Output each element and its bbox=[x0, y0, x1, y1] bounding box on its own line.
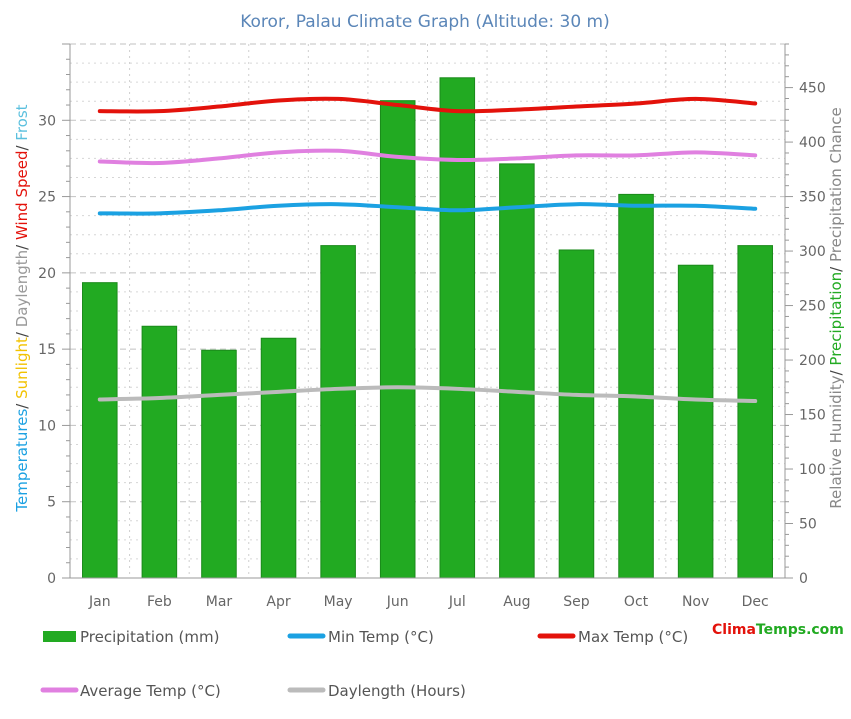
axis-label-part: Wind Speed bbox=[13, 151, 31, 241]
precipitation-bar-nov bbox=[677, 264, 714, 579]
legend-item-min-temp: Min Temp (°C) bbox=[287, 628, 434, 646]
max-temp-line bbox=[97, 96, 758, 114]
right-tick-label: 250 bbox=[799, 299, 826, 315]
x-tick-label-may: May bbox=[324, 594, 353, 610]
axis-label-part: Daylength bbox=[13, 250, 31, 327]
x-tick-label-jun: Jun bbox=[386, 594, 409, 610]
axis-label-part: Precipitation Chance bbox=[827, 107, 845, 262]
legend-item-avg-temp: Average Temp (°C) bbox=[40, 682, 221, 700]
axis-label-part: / bbox=[827, 366, 845, 376]
right-tick-label: 200 bbox=[799, 353, 826, 369]
axis-label-part: Frost bbox=[13, 104, 31, 140]
series-lines bbox=[97, 96, 758, 404]
axis-label-part: / bbox=[827, 262, 845, 272]
left-tick-label: 20 bbox=[38, 266, 56, 282]
axes bbox=[62, 43, 793, 579]
axis-label-part: / bbox=[13, 399, 31, 409]
brand-part-1: Clima bbox=[712, 622, 756, 638]
legend-label-avg-temp: Average Temp (°C) bbox=[80, 682, 221, 700]
precipitation-bar-dec bbox=[737, 245, 773, 579]
precipitation-bar-jul bbox=[439, 77, 476, 579]
x-tick-label-nov: Nov bbox=[682, 594, 709, 610]
precipitation-bar-may bbox=[320, 245, 356, 579]
precipitation-bar-aug bbox=[499, 163, 535, 579]
right-tick-label: 450 bbox=[799, 81, 826, 97]
left-tick-label: 30 bbox=[38, 113, 56, 129]
brand-part-3: .com bbox=[806, 622, 844, 638]
legend-swatch-precipitation bbox=[43, 631, 76, 642]
right-tick-label: 150 bbox=[799, 408, 826, 424]
right-tick-label: 0 bbox=[799, 571, 808, 587]
left-axis-label: Temperatures/ Sunlight/ Daylength/ Wind … bbox=[13, 104, 31, 512]
axis-label-part: / bbox=[13, 141, 31, 151]
precipitation-bar-feb bbox=[141, 325, 178, 579]
left-tick-label: 0 bbox=[47, 571, 56, 587]
precipitation-bar-sep bbox=[558, 249, 595, 579]
axis-label-part: / bbox=[13, 240, 31, 250]
x-tick-label-mar: Mar bbox=[206, 594, 233, 610]
precipitation-bar-mar bbox=[201, 349, 237, 579]
x-tick-label-feb: Feb bbox=[147, 594, 172, 610]
axis-label-part: Sunlight bbox=[13, 337, 31, 399]
precipitation-bars bbox=[82, 77, 773, 579]
x-tick-label-oct: Oct bbox=[624, 594, 649, 610]
x-tick-label-sep: Sep bbox=[563, 594, 590, 610]
brand-part-2: Temps bbox=[756, 622, 806, 638]
precipitation-bar-jan bbox=[82, 282, 118, 579]
legend-item-daylength: Daylength (Hours) bbox=[287, 682, 466, 700]
brand-logo[interactable]: ClimaTemps.com bbox=[712, 622, 844, 638]
legend-item-max-temp: Max Temp (°C) bbox=[537, 628, 688, 646]
right-tick-label: 50 bbox=[799, 517, 817, 533]
legend-label-max-temp: Max Temp (°C) bbox=[578, 628, 688, 646]
x-tick-label-jul: Jul bbox=[448, 594, 466, 610]
right-tick-label: 400 bbox=[799, 135, 826, 151]
left-tick-label: 25 bbox=[38, 190, 56, 206]
left-tick-label: 5 bbox=[47, 495, 56, 511]
x-tick-label-jan: Jan bbox=[88, 594, 111, 610]
legend-label-min-temp: Min Temp (°C) bbox=[328, 628, 434, 646]
precipitation-bar-oct bbox=[618, 193, 654, 579]
daylength-line bbox=[97, 385, 758, 404]
left-tick-label: 15 bbox=[38, 342, 56, 358]
axis-label-part: / bbox=[13, 327, 31, 337]
legend: Precipitation (mm) Min Temp (°C) Max Tem… bbox=[40, 628, 688, 700]
right-tick-label: 350 bbox=[799, 190, 826, 206]
tick-labels: 051015202530050100150200250300350400450J… bbox=[38, 81, 826, 610]
chart-title: Koror, Palau Climate Graph (Altitude: 30… bbox=[240, 12, 610, 32]
legend-label-precipitation: Precipitation (mm) bbox=[80, 628, 219, 646]
right-axis-label: Relative Humidity/ Precipitation/ Precip… bbox=[827, 107, 845, 508]
precipitation-bar-apr bbox=[260, 337, 297, 579]
legend-item-precipitation: Precipitation (mm) bbox=[43, 628, 219, 646]
x-tick-label-apr: Apr bbox=[266, 594, 290, 610]
min-temp-line bbox=[97, 202, 758, 216]
axis-label-part: Temperatures bbox=[13, 409, 31, 513]
x-tick-label-dec: Dec bbox=[742, 594, 769, 610]
axis-label-part: Precipitation bbox=[827, 272, 845, 366]
x-tick-label-aug: Aug bbox=[503, 594, 530, 610]
legend-label-daylength: Daylength (Hours) bbox=[328, 682, 466, 700]
precipitation-bar-jun bbox=[379, 100, 416, 579]
axis-label-part: Relative Humidity bbox=[827, 375, 845, 508]
right-tick-label: 100 bbox=[799, 462, 826, 478]
avg-temp-line bbox=[97, 148, 758, 166]
right-tick-label: 300 bbox=[799, 244, 826, 260]
left-tick-label: 10 bbox=[38, 418, 56, 434]
